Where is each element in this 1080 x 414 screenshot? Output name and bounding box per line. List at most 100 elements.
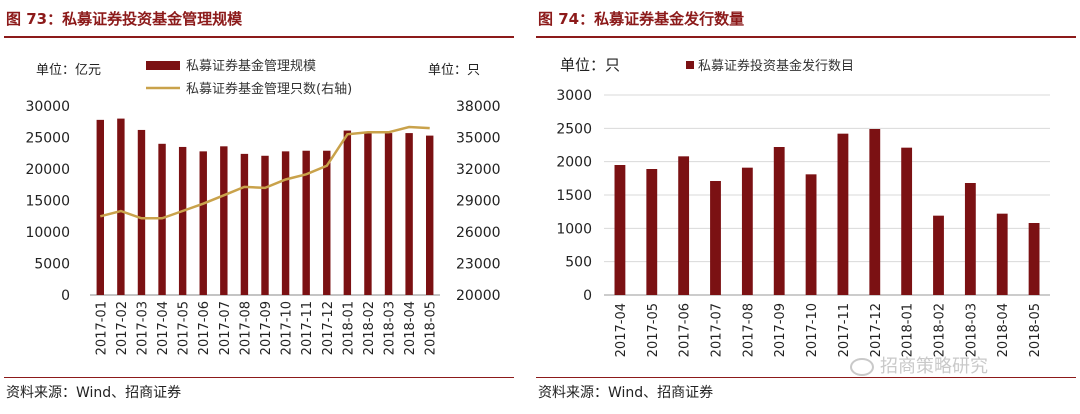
x-tick-label: 2018-03 [964, 303, 979, 357]
bar-scale [302, 150, 310, 295]
bar-issuance [869, 129, 881, 295]
source-right: 资料来源：Wind、招商证券 [538, 385, 714, 401]
x-tick-label: 2018-04 [403, 301, 418, 355]
y-tick-label: 500 [565, 255, 592, 271]
left-panel: 图 73：私募证券投资基金管理规模 单位：亿元 单位：只 私募证券基金管理规模私募证… [0, 0, 520, 414]
figure-title-right: 图 74：私募证券基金发行数量 [538, 10, 745, 28]
watermark: 招商策略研究 [850, 352, 988, 378]
y2-tick-label: 23000 [456, 257, 501, 273]
y-tick-label: 1500 [556, 188, 592, 204]
bar-issuance [710, 181, 721, 295]
source-rule-left [4, 377, 514, 378]
legend-label-line: 私募证券基金管理只数(右轴) [186, 81, 352, 97]
bar-issuance [964, 183, 976, 295]
right-panel: 图 74：私募证券基金发行数量 单位：只 私募证券投资基金发行数目 0 500 1000… [532, 0, 1080, 414]
line-fund-count [99, 125, 430, 220]
y2-tick-label: 32000 [456, 162, 501, 178]
x-tick-label: 2017-08 [238, 301, 253, 355]
bar-scale [281, 151, 290, 295]
y-tick-label: 25000 [25, 131, 70, 147]
bar-issuance [901, 147, 913, 295]
chart-right: 单位：只 私募证券投资基金发行数目 0 500 1000 1500 2000 2500 3000… [556, 56, 1050, 357]
bar-scale [261, 155, 269, 295]
y2-tick-label: 26000 [456, 225, 501, 241]
x-tick-label: 2018-01 [341, 301, 356, 355]
y2-axis-label-right: 单位：只 [428, 63, 480, 78]
bar-issuance [996, 213, 1008, 295]
y-tick-label: 2500 [556, 121, 592, 137]
y2-tick-label: 35000 [456, 131, 501, 147]
y-tick-label: 10000 [25, 225, 70, 241]
x-tick-label: 2017-04 [614, 303, 629, 357]
bar-issuance [1028, 223, 1040, 295]
bar-scale [323, 150, 331, 295]
x-tick-label: 2018-05 [424, 301, 439, 355]
x-tick-label: 2017-01 [94, 301, 109, 355]
bar-scale [199, 151, 207, 295]
title-rule-right [536, 36, 1076, 38]
x-tick-label: 2017-12 [869, 303, 884, 357]
x-tick-label: 2017-06 [197, 301, 212, 355]
legend-label-bar: 私募证券投资基金发行数目 [698, 58, 854, 74]
y-tick-label: 20000 [25, 162, 70, 178]
y2-tick-label: 20000 [456, 288, 501, 304]
bar-issuance [741, 167, 753, 295]
y-tick-label: 2000 [556, 155, 592, 171]
legend-label-bar: 私募证券基金管理规模 [186, 58, 316, 74]
y-tick-label: 0 [61, 288, 70, 304]
figure-title-left: 图 73：私募证券投资基金管理规模 [6, 10, 243, 28]
bar-scale [240, 153, 249, 295]
watermark-text: 招商策略研究 [880, 356, 988, 377]
bar-issuance [805, 174, 817, 295]
y2-tick-label: 38000 [456, 99, 501, 115]
bar-scale [343, 130, 352, 295]
bar-scale [220, 146, 228, 295]
bar-scale [178, 146, 187, 295]
y-tick-label: 0 [583, 288, 592, 304]
y-tick-label: 3000 [556, 88, 592, 104]
x-tick-label: 2017-07 [710, 303, 725, 357]
y-tick-label: 1000 [556, 221, 592, 237]
x-tick-label: 2017-10 [805, 303, 820, 357]
source-rule-right [536, 377, 1076, 378]
x-tick-label: 2017-11 [837, 303, 852, 357]
bar-scale [405, 133, 413, 295]
bar-scale [117, 118, 125, 295]
source-left: 资料来源：Wind、招商证券 [6, 385, 182, 401]
y-axis-label-left: 单位：亿元 [36, 63, 101, 78]
bar-scale [96, 119, 104, 295]
bar-issuance [678, 156, 690, 295]
bar-issuance [646, 169, 658, 295]
x-tick-label: 2017-09 [259, 301, 274, 355]
bar-scale [137, 129, 146, 295]
x-tick-label: 2018-01 [901, 303, 916, 357]
legend-swatch-bar [146, 61, 180, 70]
x-tick-label: 2018-02 [362, 301, 377, 355]
wechat-icon [850, 358, 874, 376]
x-tick-label: 2017-05 [646, 303, 661, 357]
x-tick-label: 2017-07 [218, 301, 233, 355]
x-tick-label: 2017-03 [135, 301, 150, 355]
x-tick-label: 2017-12 [321, 301, 336, 355]
x-tick-label: 2018-03 [383, 301, 398, 355]
x-tick-label: 2018-02 [933, 303, 948, 357]
bar-issuance [773, 147, 785, 295]
bar-issuance [614, 165, 626, 295]
x-tick-label: 2018-04 [996, 303, 1011, 357]
x-tick-label: 2017-08 [741, 303, 756, 357]
bar-scale [384, 133, 393, 295]
y-axis-label: 单位：只 [560, 56, 620, 74]
y-tick-label: 15000 [25, 194, 70, 210]
x-tick-label: 2017-09 [773, 303, 788, 357]
y2-tick-label: 29000 [456, 194, 501, 210]
bar-issuance [933, 215, 944, 295]
bar-issuance [837, 133, 849, 295]
x-tick-label: 2017-11 [300, 301, 315, 355]
title-rule-left [4, 36, 514, 38]
x-tick-label: 2017-02 [115, 301, 130, 355]
legend-swatch-bar [686, 61, 694, 69]
x-tick-label: 2017-04 [156, 301, 171, 355]
bar-scale [364, 132, 372, 295]
x-tick-label: 2017-05 [177, 301, 192, 355]
